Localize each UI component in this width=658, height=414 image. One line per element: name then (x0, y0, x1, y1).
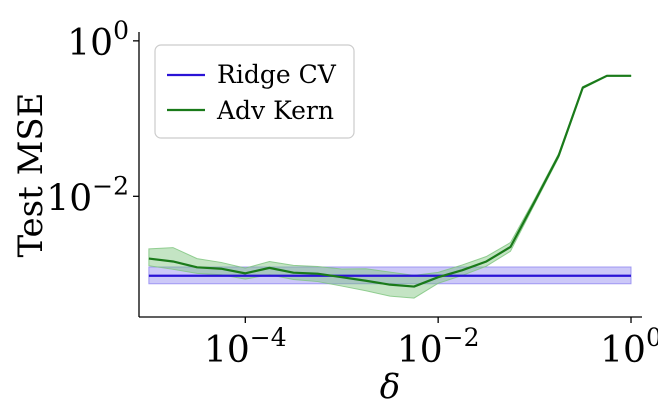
y-axis-label: Test MSE (11, 92, 51, 257)
series-lines (148, 74, 632, 288)
legend-frame (154, 44, 355, 139)
line-adv-kern (148, 74, 632, 288)
x-tick-label: 10−2 (397, 323, 480, 371)
axes (138, 32, 642, 318)
legend-label-adv-kern: Adv Kern (216, 96, 334, 125)
axis-ticks: 10−4 10−2 100 10−2 100 (46, 16, 658, 371)
x-tick-label: 10−4 (204, 323, 287, 371)
legend-label-ridge-cv: Ridge CV (217, 60, 337, 89)
y-tick-label: 10−2 (46, 171, 129, 219)
x-tick-label: 100 (600, 323, 658, 371)
legend: Ridge CV Adv Kern (154, 44, 355, 139)
y-tick-label: 100 (67, 16, 129, 64)
x-axis-label: δ (380, 367, 400, 407)
